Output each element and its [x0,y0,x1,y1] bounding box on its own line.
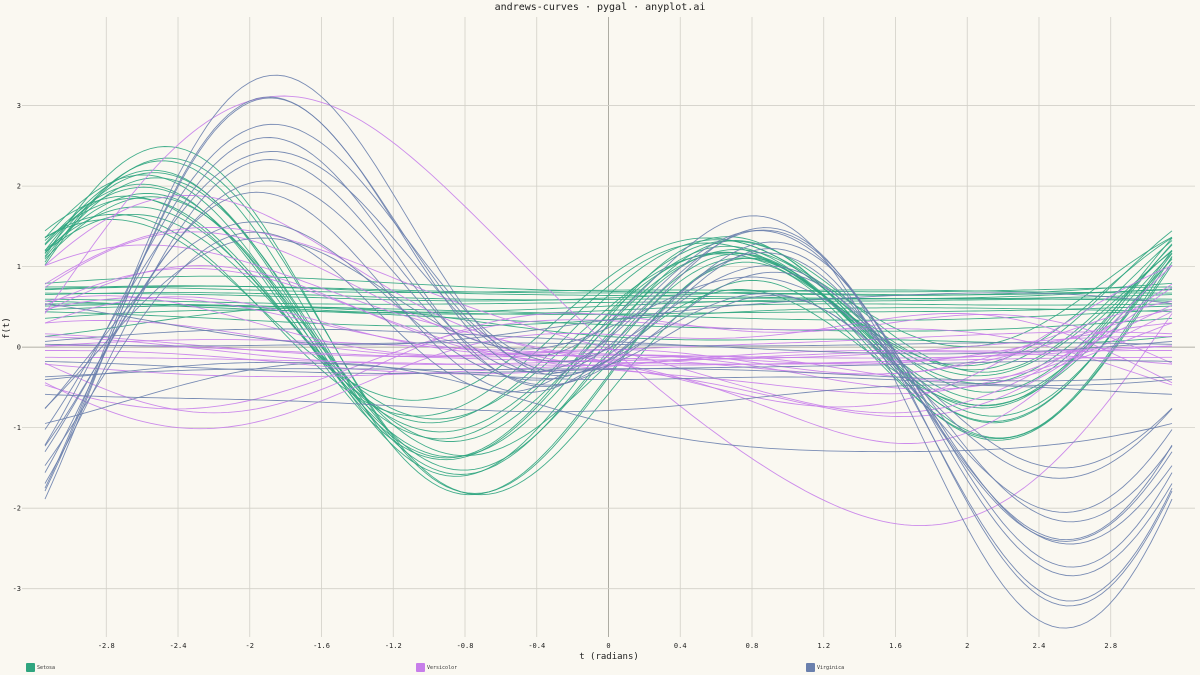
x-tick-label: -0.8 [457,642,474,650]
curve-versicolor [44,231,1173,418]
chart-title: andrews-curves · pygal · anyplot.ai [495,2,706,13]
x-tick-label: -1.6 [313,642,330,650]
x-tick-label: 1.2 [817,642,830,650]
curve-versicolor [44,331,1173,357]
curve-setosa [44,213,1173,420]
curve-virginica [44,96,1173,629]
series-virginica [44,74,1173,629]
curve-virginica [44,151,1173,513]
y-tick-label: -3 [13,585,21,593]
legend-item-virginica[interactable]: Virginica [806,663,844,672]
curve-versicolor [44,312,1173,430]
curve-versicolor [44,296,1173,375]
curve-virginica [44,360,1173,374]
curve-virginica [44,361,1173,386]
y-axis-ticks: 3 2 1 0 -1 -2 -3 [13,102,21,593]
y-tick-label: -1 [13,424,21,432]
curve-setosa [44,193,1173,442]
legend-swatch-virginica [806,663,815,672]
curve-setosa [44,303,1172,315]
curve-virginica [44,237,1173,469]
curve-virginica [44,191,1173,542]
legend: Setosa Versicolor Virginica [0,662,1200,675]
x-tick-label: -1.2 [385,642,402,650]
x-tick-label: 0.4 [674,642,687,650]
curve-versicolor [44,339,1173,359]
curve-versicolor [45,350,1172,375]
legend-label-setosa: Setosa [37,664,56,671]
curve-setosa [44,197,1173,440]
curve-virginica [44,97,1173,607]
curve-setosa [45,298,1173,305]
curve-virginica [44,362,1173,453]
curve-setosa [44,213,1173,417]
x-tick-label: -0.4 [528,642,545,650]
curve-virginica [44,221,1173,479]
grid-lines [22,17,1195,637]
curve-setosa [44,174,1173,459]
curve-setosa [44,298,1173,313]
x-tick-label: 0.8 [746,642,759,650]
legend-label-versicolor: Versicolor [427,664,458,671]
curve-setosa [44,309,1173,332]
x-tick-label: -2.8 [98,642,115,650]
curve-setosa [44,285,1173,296]
x-tick-label: 1.6 [889,642,902,650]
series-versicolor [44,95,1173,527]
y-axis-label: f(t) [2,317,12,339]
legend-item-setosa[interactable]: Setosa [26,663,55,672]
x-tick-label: -2.4 [170,642,187,650]
curve-virginica [44,74,1173,602]
legend-swatch-versicolor [416,663,425,672]
curve-virginica [44,230,1173,545]
curve-virginica [44,384,1173,413]
y-tick-label: -2 [13,505,21,513]
curve-series [44,74,1173,629]
curve-virginica [44,292,1173,346]
curve-virginica [44,328,1173,355]
x-axis-label: t (radians) [579,652,639,662]
legend-swatch-setosa [26,663,35,672]
x-tick-label: 2.4 [1033,642,1046,650]
curve-virginica [44,159,1173,577]
x-tick-label: 2.8 [1104,642,1117,650]
legend-item-versicolor[interactable]: Versicolor [416,663,457,672]
y-tick-label: 1 [17,263,21,271]
y-tick-label: 3 [17,102,21,110]
curve-versicolor [44,351,1173,378]
x-tick-label: 0 [606,642,610,650]
x-axis-ticks: -2.8 -2.4 -2 -1.6 -1.2 -0.8 -0.4 0 0.4 0.8 1.2 1.6 2… [98,642,1117,650]
curve-virginica [44,180,1173,523]
legend-label-virginica: Virginica [817,664,845,671]
curve-setosa [44,289,1172,302]
x-tick-label: 2 [965,642,969,650]
curve-setosa [44,146,1173,494]
curve-virginica [44,342,1173,347]
y-tick-label: 0 [17,344,21,352]
x-tick-label: -2 [246,642,254,650]
y-tick-label: 2 [17,183,21,191]
